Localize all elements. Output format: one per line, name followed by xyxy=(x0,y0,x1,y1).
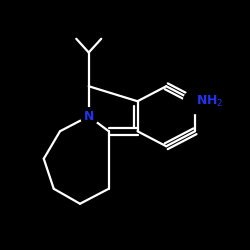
Text: NH$_2$: NH$_2$ xyxy=(196,94,224,109)
Text: N: N xyxy=(84,110,94,123)
Point xyxy=(193,99,197,103)
Point xyxy=(87,114,91,118)
